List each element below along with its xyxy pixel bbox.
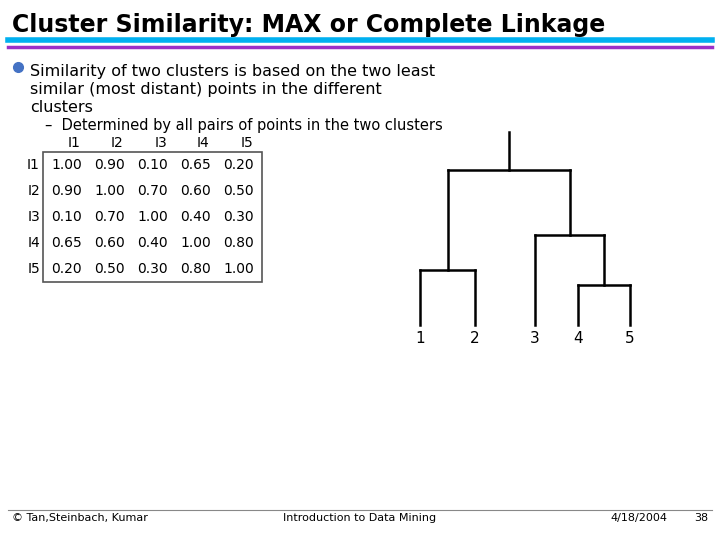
Text: clusters: clusters [30, 100, 93, 115]
Text: 0.80: 0.80 [223, 236, 254, 250]
Text: 38: 38 [694, 513, 708, 523]
Text: 0.20: 0.20 [51, 262, 82, 276]
Text: I3: I3 [154, 136, 167, 150]
Text: 0.50: 0.50 [223, 184, 254, 198]
Text: 0.10: 0.10 [137, 158, 168, 172]
Text: 1.00: 1.00 [51, 158, 82, 172]
Text: 2: 2 [470, 331, 480, 346]
Text: © Tan,Steinbach, Kumar: © Tan,Steinbach, Kumar [12, 513, 148, 523]
Text: 0.30: 0.30 [138, 262, 168, 276]
Text: 0.10: 0.10 [51, 210, 82, 224]
Text: 4/18/2004: 4/18/2004 [610, 513, 667, 523]
Text: 1.00: 1.00 [137, 210, 168, 224]
Text: 0.60: 0.60 [180, 184, 211, 198]
Text: –  Determined by all pairs of points in the two clusters: – Determined by all pairs of points in t… [45, 118, 443, 133]
Text: 0.90: 0.90 [94, 158, 125, 172]
Bar [43, 152, 262, 282]
Text: similar (most distant) points in the different: similar (most distant) points in the dif… [30, 82, 382, 97]
Text: 0.70: 0.70 [138, 184, 168, 198]
Text: 1.00: 1.00 [94, 184, 125, 198]
Text: 0.65: 0.65 [180, 158, 211, 172]
Text: I2: I2 [27, 184, 40, 198]
Text: I4: I4 [27, 236, 40, 250]
Text: 0.40: 0.40 [180, 210, 211, 224]
Text: I1: I1 [27, 158, 40, 172]
Text: 0.40: 0.40 [138, 236, 168, 250]
Text: Similarity of two clusters is based on the two least: Similarity of two clusters is based on t… [30, 64, 435, 79]
Text: 0.80: 0.80 [180, 262, 211, 276]
Text: I3: I3 [27, 210, 40, 224]
Text: 0.30: 0.30 [223, 210, 254, 224]
Text: Introduction to Data Mining: Introduction to Data Mining [284, 513, 436, 523]
Text: I2: I2 [111, 136, 124, 150]
Text: Cluster Similarity: MAX or Complete Linkage: Cluster Similarity: MAX or Complete Link… [12, 13, 606, 37]
Text: 0.70: 0.70 [94, 210, 125, 224]
Text: 3: 3 [530, 331, 540, 346]
Text: 0.65: 0.65 [51, 236, 82, 250]
Text: I4: I4 [197, 136, 210, 150]
Text: 0.60: 0.60 [94, 236, 125, 250]
Text: 5: 5 [625, 331, 635, 346]
Text: I5: I5 [240, 136, 253, 150]
Text: 1: 1 [415, 331, 425, 346]
Text: 0.50: 0.50 [94, 262, 125, 276]
Text: 1.00: 1.00 [180, 236, 211, 250]
Text: 0.20: 0.20 [223, 158, 254, 172]
Text: 1.00: 1.00 [223, 262, 254, 276]
Text: 4: 4 [573, 331, 582, 346]
Text: I1: I1 [68, 136, 81, 150]
Text: 0.90: 0.90 [51, 184, 82, 198]
Text: I5: I5 [27, 262, 40, 276]
